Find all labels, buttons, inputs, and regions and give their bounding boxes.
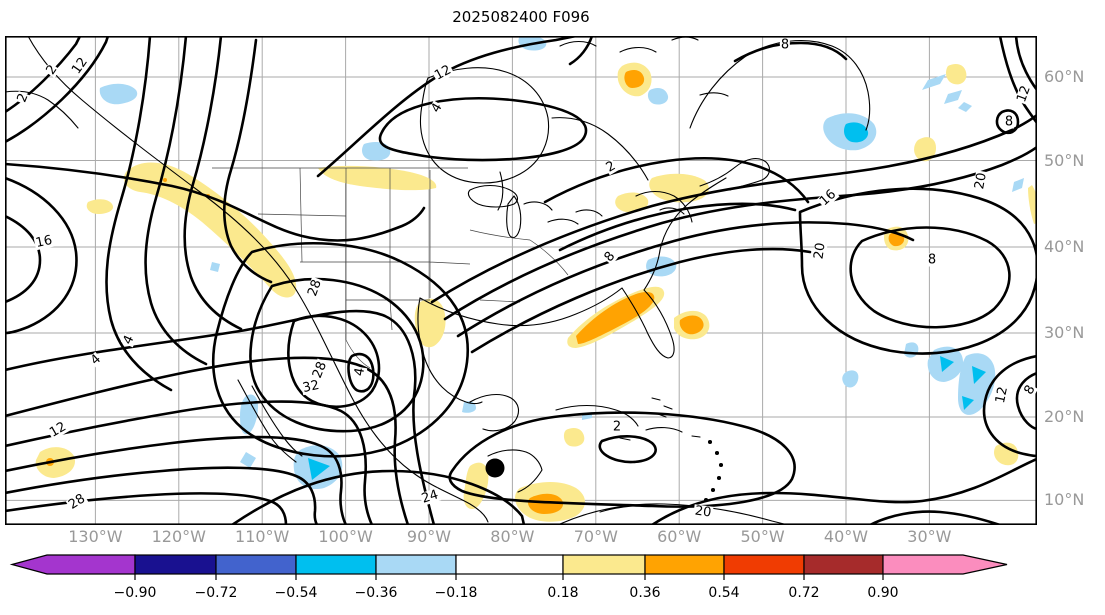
- lat-tick-label: 60°N: [1044, 67, 1085, 86]
- colorbar-tick-label: −0.36: [354, 585, 398, 601]
- colorbar-tick-label: 0.36: [629, 585, 661, 601]
- lon-tick-label: 90°W: [406, 527, 452, 546]
- lon-tick-label: 60°W: [657, 527, 702, 546]
- colorbar-tick-label: 0.54: [708, 585, 740, 601]
- lon-tick-label: 70°W: [573, 527, 618, 546]
- map-panel: 2 12 2 12 4 2 16 8 12 8 16 20 20 8 8 28 28 32 4 4 4 12 28 24 2 20…: [5, 36, 1039, 525]
- lat-tick-label: 10°N: [1044, 490, 1085, 510]
- lon-tick-label: 110°W: [235, 527, 290, 546]
- contour-value-label: 8: [926, 252, 938, 268]
- colorbar-tick-label: −0.90: [113, 585, 157, 601]
- contour-lines: [5, 36, 1037, 525]
- lat-tick-label: 30°N: [1044, 323, 1085, 342]
- colorbar-tick-label: −0.72: [194, 585, 238, 601]
- contour-value-label: 4: [351, 365, 369, 379]
- lon-tick-label: 30°W: [907, 527, 952, 546]
- lon-tick-label: 80°W: [490, 527, 535, 546]
- contour-value-label: 20: [692, 503, 714, 521]
- shading-patches: [35, 36, 1037, 522]
- lon-tick-label: 40°W: [823, 527, 869, 546]
- contour-value-label: 8: [779, 37, 791, 53]
- coastlines: [5, 36, 871, 525]
- colorbar-tick-label: −0.18: [434, 585, 478, 601]
- contour-value-label: 32: [300, 377, 322, 397]
- lat-tick-label: 40°N: [1044, 237, 1085, 256]
- contour-value-label: 12: [992, 384, 1012, 406]
- lon-tick-label: 50°W: [740, 527, 785, 546]
- lat-tick-label: 20°N: [1044, 407, 1085, 426]
- contour-value-label: 8: [1003, 114, 1015, 130]
- colorbar-tick-label: 0.72: [788, 585, 820, 601]
- colorbar-tick-label: 0.18: [547, 585, 579, 601]
- lon-tick-label: 120°W: [151, 527, 206, 546]
- colorbar-tick-label: −0.54: [274, 585, 318, 601]
- map-canvas: [5, 36, 1037, 525]
- chart-title: 2025082400 F096: [452, 8, 590, 26]
- contour-value-label: 20: [811, 240, 829, 262]
- lon-tick-label: 100°W: [318, 527, 373, 546]
- contour-value-label: 16: [33, 232, 55, 252]
- lat-tick-label: 50°N: [1044, 150, 1085, 170]
- contour-value-label: 2: [611, 419, 623, 435]
- map-border: [5, 36, 1037, 525]
- colorbar-tick-label: 0.90: [867, 585, 899, 601]
- storm-position-dot: [485, 458, 505, 478]
- lon-tick-label: 130°W: [68, 527, 123, 546]
- contour-value-label: 20: [972, 170, 990, 192]
- grid-lines: [5, 36, 1037, 525]
